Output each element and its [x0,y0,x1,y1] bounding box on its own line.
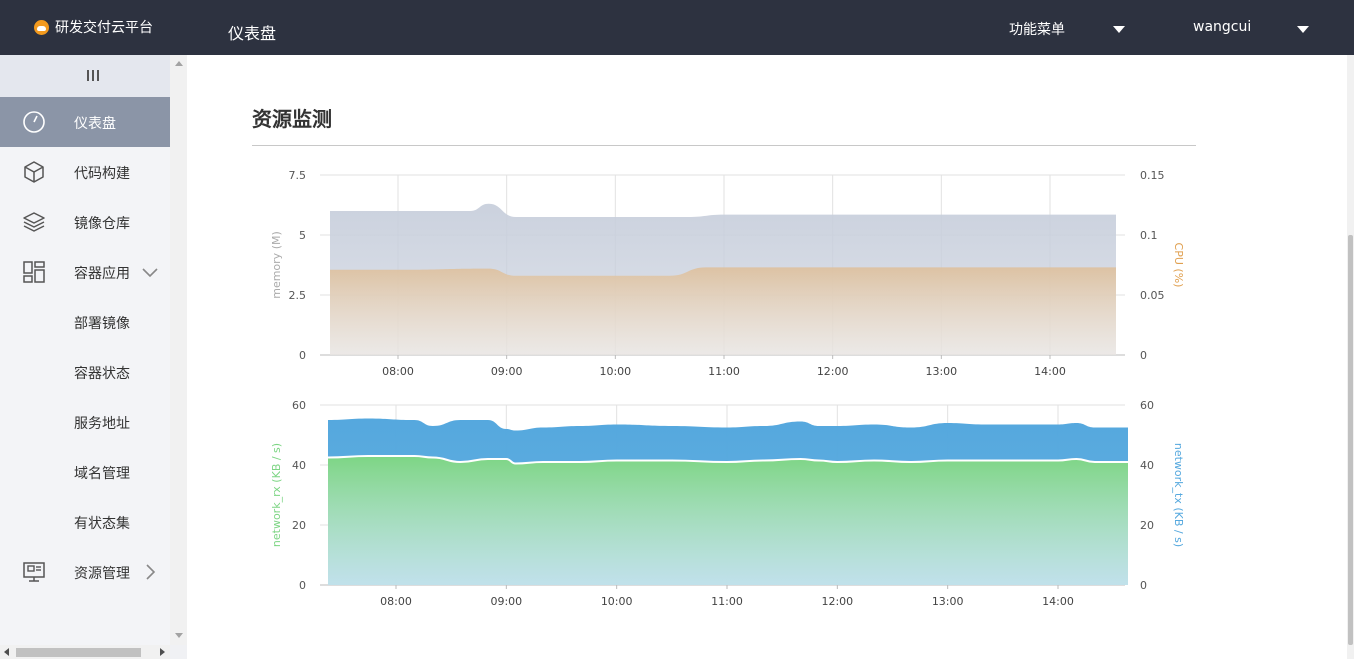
scroll-left-icon[interactable] [4,648,9,656]
sidebar-item-stateful-set[interactable]: 有状态集 [0,497,170,547]
user-menu-button[interactable]: wangcui [1193,19,1252,35]
sidebar-item-label: 资源管理 [74,566,130,582]
sidebar-scrollbar[interactable] [170,55,187,645]
dashboard-icon [23,111,45,133]
sidebar-item-resource-management[interactable]: 资源管理 [0,547,170,597]
y-tick-label-right: 60 [1140,399,1154,412]
y-axis-title-left: network_rx (KB / s) [270,443,283,547]
sidebar-item-label: 有状态集 [74,516,130,532]
sidebar-collapse-toggle[interactable] [0,55,170,97]
x-tick-label: 14:00 [1034,365,1066,378]
y-axis-title-left: memory (M) [270,231,283,299]
y-tick-label-left: 5 [299,229,306,242]
sidebar-item-image-registry[interactable]: 镜像仓库 [0,197,170,247]
y-tick-label-right: 20 [1140,519,1154,532]
layers-icon [23,212,45,232]
x-tick-label: 13:00 [932,595,964,608]
y-tick-label-left: 0 [299,349,306,362]
sidebar-item-domain-management[interactable]: 域名管理 [0,447,170,497]
y-tick-label-left: 20 [292,519,306,532]
sidebar: 仪表盘 代码构建 镜像仓库 容器应用 部署镜像 容器状态 服务地址 [0,55,170,645]
y-axis-title-right: CPU (%) [1172,243,1185,288]
resource-monitor-charts: 0 2.5 5 7.5 0 0.05 0.1 0.15 08:00 09:00 10:00 11:00… [270,169,1185,608]
scroll-up-icon[interactable] [175,61,183,66]
x-tick-label: 10:00 [599,365,631,378]
y-tick-label-right: 0 [1140,579,1147,592]
network-rx-line [327,455,1128,465]
sidebar-item-label: 仪表盘 [74,116,116,132]
y-tick-label-left: 2.5 [289,289,307,302]
y-tick-label-right: 0.15 [1140,169,1165,182]
y-tick-label-left: 7.5 [289,169,307,182]
sidebar-item-label: 服务地址 [74,416,130,432]
sidebar-item-container-apps[interactable]: 容器应用 [0,247,170,297]
sidebar-item-label: 容器应用 [74,266,130,282]
main-scrollbar[interactable] [1347,55,1354,659]
network-chart: 0 20 40 60 0 20 40 60 08:00 09:00 10:00 11:00 12:00 1… [270,399,1185,608]
sidebar-item-service-address[interactable]: 服务地址 [0,397,170,447]
sidebar-item-label: 域名管理 [74,466,130,482]
y-tick-label-right: 40 [1140,459,1154,472]
x-tick-label: 11:00 [708,365,740,378]
chevron-down-icon[interactable] [1113,26,1125,33]
scroll-down-icon[interactable] [175,633,183,638]
network-rx-area [328,456,1128,585]
x-tick-label: 12:00 [817,365,849,378]
x-tick-label: 14:00 [1042,595,1074,608]
sidebar-item-label: 代码构建 [74,166,130,182]
function-menu-button[interactable]: 功能菜单 [1009,22,1065,38]
monitor-icon [23,562,45,582]
app-logo[interactable]: 研发交付云平台 [34,17,153,37]
y-tick-label-left: 0 [299,579,306,592]
page-title: 仪表盘 [228,24,277,43]
cube-icon [24,161,44,183]
app-name: 研发交付云平台 [55,20,153,36]
menu-bars-icon [87,70,99,81]
y-tick-label-left: 60 [292,399,306,412]
memory-cpu-chart: 0 2.5 5 7.5 0 0.05 0.1 0.15 08:00 09:00 10:00 11:00… [270,169,1185,378]
sidebar-item-code-build[interactable]: 代码构建 [0,147,170,197]
sidebar-item-dashboard[interactable]: 仪表盘 [0,97,170,147]
main-content: 资源监测 0 2.5 5 7.5 0 0.05 0.1 0.15 08:00 09:00 10:00… [187,55,1347,659]
y-tick-label-right: 0 [1140,349,1147,362]
chevron-down-icon[interactable] [1297,26,1309,33]
section-title: 资源监测 [252,107,332,131]
y-tick-label-left: 40 [292,459,306,472]
scrollbar-thumb[interactable] [16,648,141,657]
x-tick-label: 10:00 [601,595,633,608]
x-tick-label: 11:00 [711,595,743,608]
chevron-down-icon [142,268,158,278]
chevron-right-icon [146,564,156,580]
grid-icon [23,261,45,283]
sidebar-item-label: 容器状态 [74,366,130,382]
scroll-right-icon[interactable] [160,648,165,656]
y-tick-label-right: 0.1 [1140,229,1158,242]
sidebar-item-label: 部署镜像 [74,316,130,332]
x-tick-label: 13:00 [925,365,957,378]
sidebar-item-label: 镜像仓库 [74,216,130,232]
sidebar-horizontal-scrollbar[interactable] [0,645,170,659]
cpu-area [330,267,1116,355]
scrollbar-thumb[interactable] [1348,235,1353,645]
sidebar-item-container-status[interactable]: 容器状态 [0,347,170,397]
sidebar-item-deploy-image[interactable]: 部署镜像 [0,297,170,347]
x-tick-label: 09:00 [490,595,522,608]
y-axis-title-right: network_tx (KB / s) [1172,443,1185,547]
x-tick-label: 08:00 [382,365,414,378]
x-tick-label: 09:00 [491,365,523,378]
x-tick-label: 08:00 [380,595,412,608]
section-divider [252,145,1196,146]
cloud-logo-icon [34,19,49,35]
top-bar: 研发交付云平台 仪表盘 功能菜单 wangcui [0,0,1354,55]
x-tick-label: 12:00 [821,595,853,608]
y-tick-label-right: 0.05 [1140,289,1165,302]
